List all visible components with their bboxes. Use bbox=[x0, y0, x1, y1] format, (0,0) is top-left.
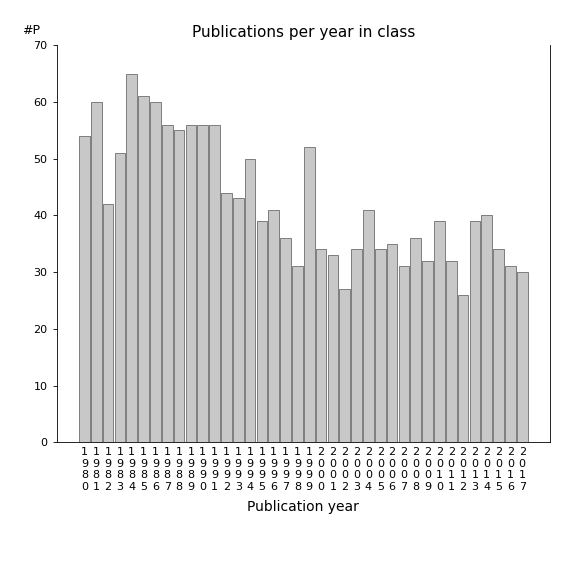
Bar bbox=[458, 295, 468, 442]
Bar bbox=[292, 266, 303, 442]
Bar bbox=[328, 255, 338, 442]
Text: #P: #P bbox=[22, 24, 40, 37]
Bar bbox=[245, 159, 255, 442]
Bar bbox=[209, 125, 220, 442]
Bar bbox=[233, 198, 244, 442]
Bar bbox=[399, 266, 409, 442]
X-axis label: Publication year: Publication year bbox=[247, 500, 359, 514]
Bar bbox=[79, 136, 90, 442]
Title: Publications per year in class: Publications per year in class bbox=[192, 25, 415, 40]
Bar bbox=[375, 249, 386, 442]
Bar bbox=[197, 125, 208, 442]
Bar bbox=[126, 74, 137, 442]
Bar bbox=[422, 261, 433, 442]
Bar bbox=[185, 125, 196, 442]
Bar bbox=[91, 102, 101, 442]
Bar bbox=[387, 244, 397, 442]
Bar bbox=[304, 147, 315, 442]
Bar bbox=[257, 221, 267, 442]
Bar bbox=[446, 261, 456, 442]
Bar bbox=[434, 221, 445, 442]
Bar bbox=[150, 102, 161, 442]
Bar bbox=[221, 193, 232, 442]
Bar bbox=[280, 238, 291, 442]
Bar bbox=[115, 153, 125, 442]
Bar bbox=[481, 215, 492, 442]
Bar bbox=[493, 249, 504, 442]
Bar bbox=[162, 125, 172, 442]
Bar bbox=[103, 204, 113, 442]
Bar bbox=[268, 210, 279, 442]
Bar bbox=[505, 266, 516, 442]
Bar bbox=[340, 289, 350, 442]
Bar bbox=[138, 96, 149, 442]
Bar bbox=[517, 272, 527, 442]
Bar bbox=[469, 221, 480, 442]
Bar bbox=[316, 249, 327, 442]
Bar bbox=[411, 238, 421, 442]
Bar bbox=[363, 210, 374, 442]
Bar bbox=[352, 249, 362, 442]
Bar bbox=[174, 130, 184, 442]
